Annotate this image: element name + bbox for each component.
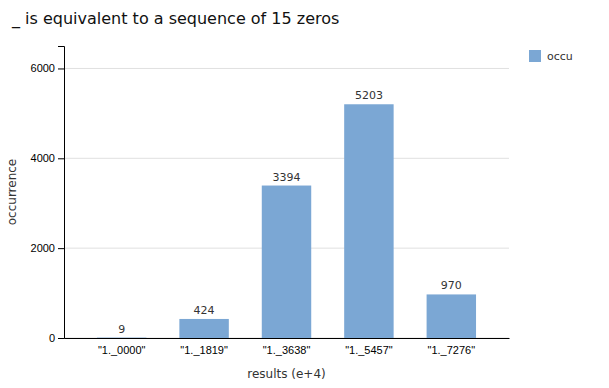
x-tick-label: "1._5457" xyxy=(345,344,393,356)
y-axis-line xyxy=(58,47,65,339)
chart: _ is equivalent to a sequence of 15 zero… xyxy=(0,0,609,388)
grid-line xyxy=(64,68,509,69)
y-axis-title: occurrence xyxy=(5,159,19,226)
legend: occu xyxy=(529,50,573,63)
x-axis: "1._0000" "1._1819" "1._3638" "1._5457" "1._… xyxy=(65,339,510,356)
data-labels: 9 424 3394 5203 970 xyxy=(118,89,462,335)
y-tick: 2000 xyxy=(31,242,64,254)
legend-swatch xyxy=(529,50,541,62)
y-tick: 0 xyxy=(49,332,64,344)
data-label: 5203 xyxy=(355,89,383,102)
bar xyxy=(262,186,311,338)
y-tick-mark xyxy=(58,338,64,339)
bars xyxy=(97,104,476,338)
legend-item: occu xyxy=(529,50,573,63)
x-tick-label: "1._0000" xyxy=(98,344,146,356)
x-tick-label: "1._7276" xyxy=(428,344,476,356)
data-label: 424 xyxy=(194,304,215,317)
x-tick: "1._1819" xyxy=(180,344,228,356)
data-label: 970 xyxy=(441,279,462,292)
y-tick-label: 2000 xyxy=(31,242,55,254)
y-tick-label: 4000 xyxy=(31,152,55,164)
y-axis: 0 2000 4000 6000 xyxy=(31,47,65,345)
y-tick-mark xyxy=(58,158,64,159)
bar xyxy=(427,294,476,338)
y-tick-label: 6000 xyxy=(31,62,55,74)
x-tick: "1._5457" xyxy=(345,344,393,356)
x-tick: "1._3638" xyxy=(263,344,311,356)
plot: 9 424 3394 5203 970 "1._0000" "1._1819" "1._363… xyxy=(31,47,510,356)
bar xyxy=(97,337,146,338)
x-tick: "1._0000" xyxy=(98,344,146,356)
y-tick-mark xyxy=(58,248,64,249)
y-tick-mark xyxy=(58,68,64,69)
x-tick-label: "1._1819" xyxy=(180,344,228,356)
grid-line xyxy=(64,158,509,159)
x-tick-label: "1._3638" xyxy=(263,344,311,356)
bar xyxy=(344,104,393,338)
data-label: 9 xyxy=(118,323,125,336)
x-axis-title: results (e+4) xyxy=(247,367,325,381)
bar xyxy=(179,319,228,338)
y-tick-label: 0 xyxy=(49,332,55,344)
y-tick: 6000 xyxy=(31,62,64,74)
x-axis-line xyxy=(65,338,510,339)
grid xyxy=(64,68,509,338)
legend-label: occu xyxy=(547,50,573,63)
x-tick: "1._7276" xyxy=(428,344,476,356)
y-tick: 4000 xyxy=(31,152,64,164)
title: _ is equivalent to a sequence of 15 zero… xyxy=(11,9,339,29)
data-label: 3394 xyxy=(273,171,301,184)
